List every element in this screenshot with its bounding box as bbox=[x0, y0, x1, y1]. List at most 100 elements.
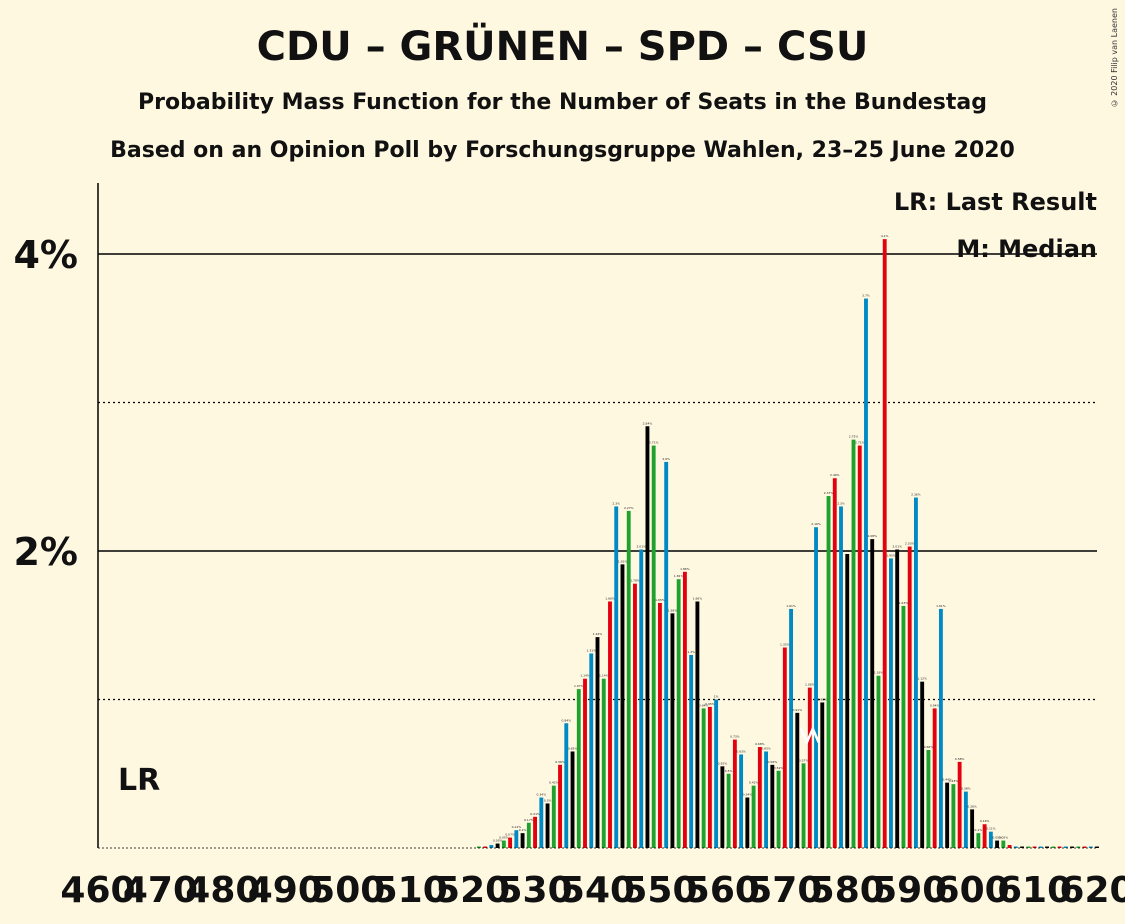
x-tick-550: 550 bbox=[622, 870, 697, 911]
x-tick-570: 570 bbox=[747, 870, 822, 911]
bar-label-591: 2.36% bbox=[911, 493, 921, 497]
bar-551 bbox=[664, 461, 669, 848]
bar-617 bbox=[1076, 846, 1081, 848]
chart-source: Based on an Opinion Poll by Forschungsgr… bbox=[110, 138, 1015, 163]
y-tick-2: 2% bbox=[13, 530, 78, 574]
bar-label-552: 1.58% bbox=[668, 608, 678, 612]
bar-label-551: 2.6% bbox=[662, 457, 670, 461]
x-tick-540: 540 bbox=[560, 870, 635, 911]
bar-528 bbox=[520, 833, 525, 848]
bar-549 bbox=[651, 445, 656, 848]
x-tick-480: 480 bbox=[185, 870, 260, 911]
y-tick-4: 4% bbox=[13, 233, 78, 277]
bar-536 bbox=[570, 751, 575, 848]
bar-557 bbox=[701, 708, 706, 848]
bar-618 bbox=[1082, 846, 1087, 848]
bar-label-600: 0.26% bbox=[967, 804, 977, 808]
bar-label-575: 2.16% bbox=[811, 522, 821, 526]
bar-559 bbox=[714, 699, 719, 848]
bar-620 bbox=[1095, 846, 1099, 848]
bar-label-601: 0.1% bbox=[975, 828, 983, 832]
bar-573 bbox=[801, 763, 806, 848]
x-tick-590: 590 bbox=[872, 870, 947, 911]
bar-label-572: 0.91% bbox=[793, 708, 803, 712]
chart-subtitle: Probability Mass Function for the Number… bbox=[138, 90, 987, 115]
bar-565 bbox=[751, 785, 756, 848]
bar-596 bbox=[945, 782, 950, 848]
bar-label-534: 0.56% bbox=[555, 760, 565, 764]
bar-584 bbox=[870, 539, 875, 848]
bar-598 bbox=[957, 761, 962, 848]
bar-label-555: 1.3% bbox=[687, 650, 695, 654]
bar-612 bbox=[1045, 846, 1049, 848]
bar-label-582: 2.71% bbox=[855, 441, 865, 445]
bar-534 bbox=[558, 764, 562, 848]
bar-label-563: 0.63% bbox=[736, 749, 746, 753]
bar-522 bbox=[483, 846, 488, 848]
bar-label-532: 0.3% bbox=[544, 798, 552, 802]
bar-label-549: 2.71% bbox=[649, 441, 659, 445]
bar-label-587: 1.95% bbox=[886, 553, 896, 557]
x-tick-520: 520 bbox=[435, 870, 510, 911]
bar-label-546: 1.78% bbox=[630, 579, 640, 583]
bar-label-564: 0.34% bbox=[743, 793, 753, 797]
bar-label-597: 0.43% bbox=[949, 779, 959, 783]
x-axis-ticks: 4604704804905005105205305405505605705805… bbox=[60, 870, 1125, 911]
bar-569 bbox=[776, 770, 781, 848]
bar-label-581: 2.75% bbox=[849, 435, 859, 439]
bar-527 bbox=[514, 830, 519, 848]
bar-label-531: 0.34% bbox=[537, 793, 547, 797]
x-tick-510: 510 bbox=[373, 870, 448, 911]
bar-588 bbox=[895, 549, 900, 848]
bar-label-562: 0.73% bbox=[730, 735, 740, 739]
bar-label-579: 2.3% bbox=[837, 501, 845, 505]
bar-553 bbox=[676, 579, 681, 848]
bar-545 bbox=[626, 510, 631, 848]
bar-label-580: 1.98% bbox=[842, 549, 852, 553]
bar-539 bbox=[589, 653, 594, 848]
x-tick-580: 580 bbox=[810, 870, 885, 911]
bar-label-550: 1.65% bbox=[655, 598, 665, 602]
bar-label-586: 4.1% bbox=[881, 234, 889, 238]
x-tick-460: 460 bbox=[60, 870, 135, 911]
bar-544 bbox=[620, 564, 625, 848]
bars: 0.03%0.05%0.07%0.12%0.1%0.17%0.21%0.34%0… bbox=[476, 234, 1099, 848]
bar-582 bbox=[857, 445, 862, 848]
bar-label-576: 0.98% bbox=[818, 697, 828, 701]
x-tick-610: 610 bbox=[997, 870, 1072, 911]
bar-label-588: 2.01% bbox=[892, 545, 902, 549]
bar-521 bbox=[476, 846, 481, 848]
bar-587 bbox=[889, 558, 893, 848]
bar-592 bbox=[920, 681, 925, 848]
bar-580 bbox=[845, 553, 850, 848]
bar-label-569: 0.52% bbox=[774, 766, 784, 770]
bar-609 bbox=[1026, 846, 1031, 848]
bar-615 bbox=[1063, 846, 1068, 848]
bar-label-545: 2.27% bbox=[624, 506, 634, 510]
bar-616 bbox=[1070, 846, 1074, 848]
bar-label-527: 0.12% bbox=[512, 825, 522, 829]
bar-547 bbox=[639, 549, 644, 848]
bar-590 bbox=[907, 546, 912, 848]
x-tick-600: 600 bbox=[935, 870, 1010, 911]
bar-label-539: 1.31% bbox=[586, 648, 596, 652]
x-tick-500: 500 bbox=[310, 870, 385, 911]
bar-label-571: 1.61% bbox=[786, 604, 796, 608]
bar-label-553: 1.81% bbox=[674, 574, 684, 578]
bar-531 bbox=[539, 797, 544, 848]
bar-label-537: 1.07% bbox=[574, 684, 584, 688]
bar-583 bbox=[864, 298, 868, 848]
bar-548 bbox=[645, 426, 650, 848]
bar-label-554: 1.86% bbox=[680, 567, 690, 571]
x-tick-560: 560 bbox=[685, 870, 760, 911]
bar-label-557: 0.94% bbox=[699, 703, 709, 707]
bar-label-560: 0.55% bbox=[718, 761, 728, 765]
bar-label-567: 0.65% bbox=[761, 746, 771, 750]
bar-label-604: 0.05% bbox=[992, 836, 1002, 840]
axes bbox=[97, 183, 1097, 849]
bar-label-541: 1.14% bbox=[599, 674, 609, 678]
bar-label-535: 0.84% bbox=[562, 718, 572, 722]
bar-label-538: 1.14% bbox=[580, 674, 590, 678]
bar-label-578: 2.49% bbox=[830, 473, 840, 477]
bar-523 bbox=[489, 845, 494, 848]
